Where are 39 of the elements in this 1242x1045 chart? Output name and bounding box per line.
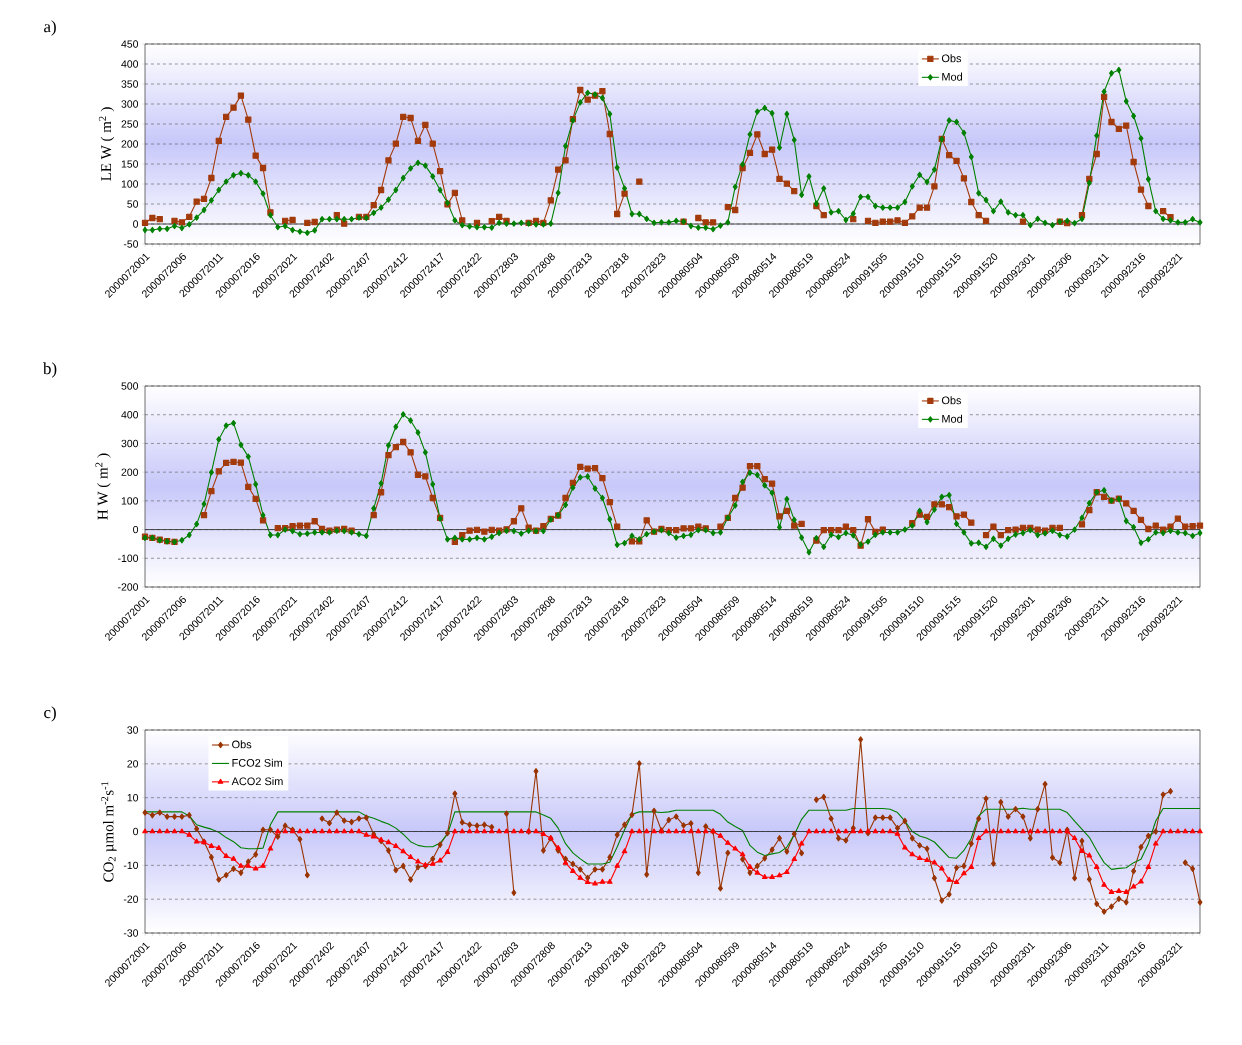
chart-title: b) [43,362,57,378]
y-tick-label: -20 [123,895,139,903]
y-tick-label: 500 [121,382,139,390]
y-tick-label: 400 [121,60,139,68]
y-tick-label: 100 [121,497,139,505]
y-tick-label: -50 [123,240,139,248]
y-tick-label: -10 [123,861,139,870]
legend-label: Obs [232,740,252,749]
legend-label: Mod [942,72,963,81]
y-tick-label: 350 [121,80,139,88]
y-tick-label: -200 [118,583,139,591]
y-tick-label: 0 [133,220,139,228]
y-axis-title: LE W ( m$^{2}$ ) [98,107,115,181]
y-tick-label: 150 [121,160,139,168]
y-tick-label: 0 [133,525,139,534]
legend-label: Mod [942,414,963,423]
y-tick-label: 250 [121,120,139,128]
y-tick-label: 300 [121,439,139,448]
y-tick-label: 400 [121,411,139,419]
y-tick-label: -30 [123,929,139,937]
y-tick-label: 20 [127,760,139,768]
y-tick-label: 10 [127,793,139,802]
y-tick-label: 200 [121,140,139,148]
legend-label: ACO2 Sim [231,777,283,786]
y-axis-title: CO$_{2}$ µmol m$^{-2}$s$^{-1}$ [101,781,117,882]
y-tick-label: 30 [127,726,139,734]
legend-label: Obs [941,54,962,63]
y-tick-label: 100 [121,180,139,188]
y-tick-label: 300 [121,100,139,108]
legend-label: Obs [941,396,962,405]
chart-title: a) [44,20,56,36]
y-tick-label: 0 [133,827,139,836]
chart-title: c) [44,706,56,722]
legend-label: FCO2 Sim [232,758,282,767]
y-tick-label: 450 [121,40,139,48]
y-tick-label: 50 [127,200,139,208]
y-axis-title: H W ( m$^{2}$ ) [95,453,111,520]
y-tick-label: 200 [121,468,139,476]
y-tick-label: -100 [118,554,139,563]
